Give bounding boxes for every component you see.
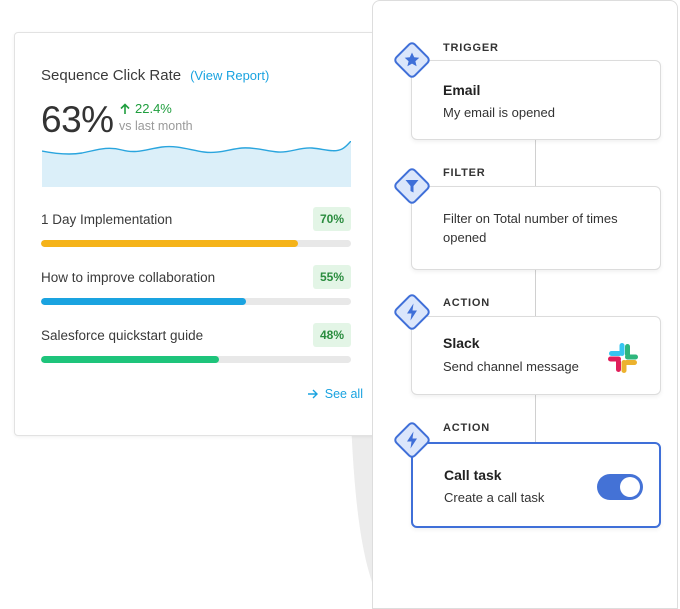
metric-label: How to improve collaboration xyxy=(41,270,216,285)
call-task-toggle[interactable] xyxy=(597,474,643,500)
metric-label: 1 Day Implementation xyxy=(41,212,173,227)
sparkline xyxy=(42,141,351,187)
step-tag: ACTION xyxy=(443,297,490,309)
step-description: Filter on Total number of times opened xyxy=(443,211,618,245)
metric-badge: 55% xyxy=(313,265,351,289)
analytics-card: Sequence Click Rate (View Report) 63% 22… xyxy=(14,32,386,436)
step-card-slack[interactable]: Slack Send channel message xyxy=(411,316,661,395)
card-title: Sequence Click Rate xyxy=(41,67,182,84)
step-connector xyxy=(535,140,536,186)
metric-badge: 48% xyxy=(313,323,351,347)
see-all-link[interactable]: See all xyxy=(307,387,363,401)
delta-caption: vs last month xyxy=(119,119,193,133)
step-title: Email xyxy=(443,82,481,98)
toggle-knob xyxy=(620,477,640,497)
metric-progress-fill xyxy=(41,298,246,305)
card-header: Sequence Click Rate (View Report) xyxy=(41,67,269,84)
lightning-icon xyxy=(394,294,430,330)
slack-logo-icon xyxy=(608,343,638,373)
step-connector xyxy=(535,395,536,442)
delta-value: 22.4% xyxy=(135,101,172,116)
metric-label: Salesforce quickstart guide xyxy=(41,328,204,343)
step-tag: ACTION xyxy=(443,422,490,434)
step-description: Send channel message xyxy=(443,359,579,374)
step-title: Call task xyxy=(444,467,502,483)
step-title: Slack xyxy=(443,335,480,351)
step-card-filter[interactable]: Filter on Total number of times opened xyxy=(411,186,661,270)
step-card-email[interactable]: Email My email is opened xyxy=(411,60,661,140)
star-icon xyxy=(394,42,430,78)
arrow-right-icon xyxy=(307,389,318,399)
see-all-label: See all xyxy=(324,387,363,401)
filter-icon xyxy=(394,168,430,204)
step-description: Create a call task xyxy=(444,490,545,505)
lightning-icon xyxy=(394,422,430,458)
step-card-call-task[interactable]: Call task Create a call task xyxy=(411,442,661,528)
click-rate-value: 63% xyxy=(41,99,114,140)
delta-indicator: 22.4% xyxy=(119,101,172,116)
metric-progress-fill xyxy=(41,240,299,247)
metric-progress-track xyxy=(41,356,351,363)
metric-badge: 70% xyxy=(313,207,351,231)
metric-progress-fill xyxy=(41,356,220,363)
arrow-up-icon xyxy=(120,102,130,114)
metric-progress-track xyxy=(41,240,351,247)
metric-progress-track xyxy=(41,298,351,305)
step-connector xyxy=(535,270,536,316)
view-report-link[interactable]: (View Report) xyxy=(190,68,270,83)
step-tag: FILTER xyxy=(443,167,486,179)
step-tag: TRIGGER xyxy=(443,42,499,54)
step-description: My email is opened xyxy=(443,105,555,120)
